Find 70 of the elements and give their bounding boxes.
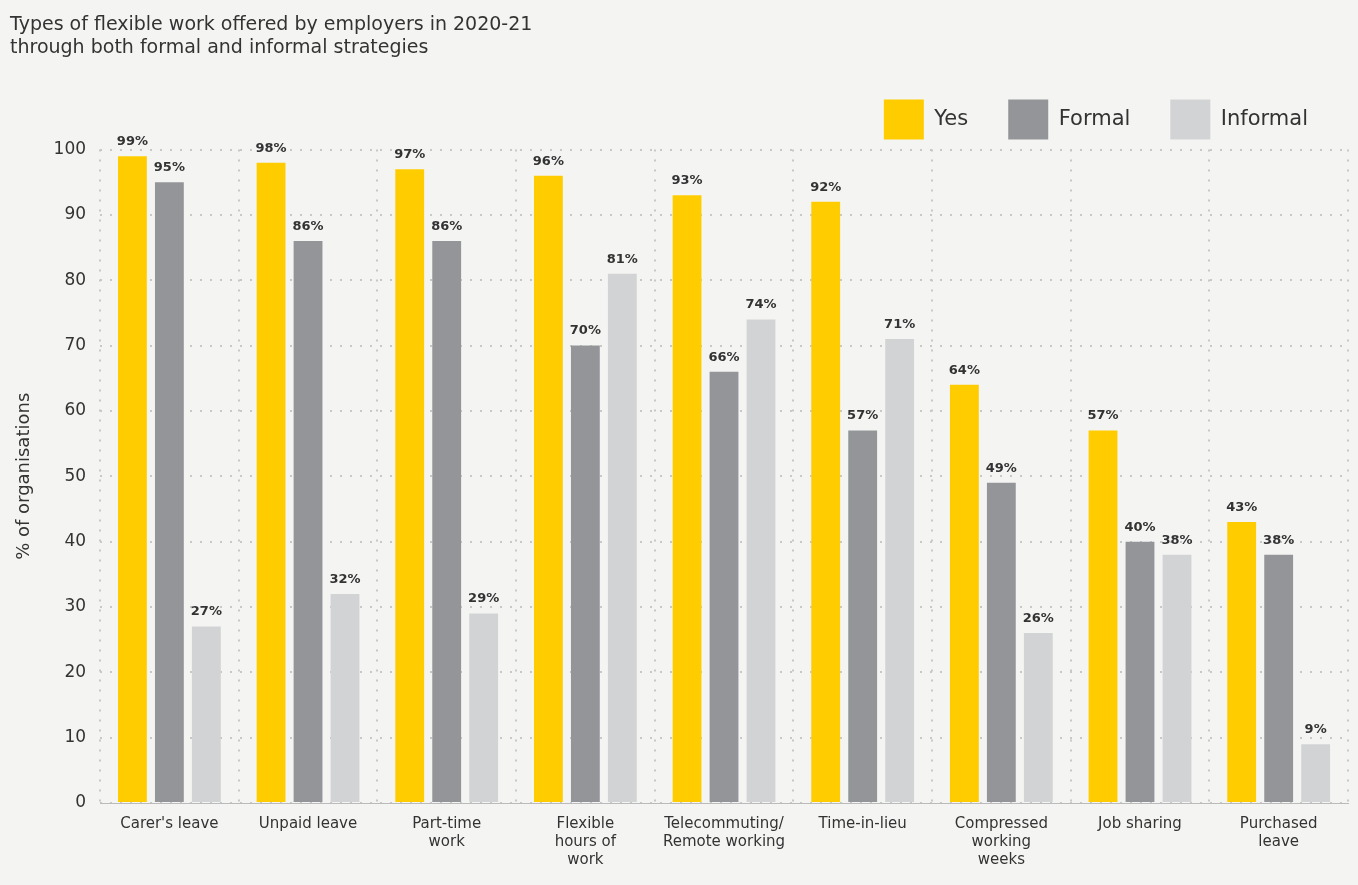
bar (570, 345, 600, 802)
x-tick-label: Unpaid leave (258, 813, 358, 832)
bar (709, 371, 739, 802)
data-label: 57% (1087, 407, 1119, 423)
data-label: 57% (847, 407, 879, 423)
y-tick-label: 100 (53, 138, 87, 159)
bar (293, 241, 323, 802)
data-label: 98% (255, 139, 287, 155)
x-tick-label: Job sharing (1097, 813, 1182, 832)
bar (154, 182, 184, 802)
data-label: 43% (1226, 498, 1258, 514)
bar (1088, 430, 1118, 802)
y-tick-label: 20 (64, 660, 87, 681)
data-label: 74% (745, 296, 777, 312)
x-tick-label: Carer's leave (120, 813, 219, 832)
data-label: 70% (569, 322, 601, 338)
bar (533, 175, 563, 802)
bar (256, 162, 286, 802)
data-label: 97% (394, 146, 426, 162)
y-tick-label: 10 (64, 726, 87, 747)
x-tick-label: Purchased leave (1239, 813, 1318, 850)
y-tick-label: 90 (64, 203, 87, 224)
y-tick-label: 30 (64, 595, 87, 616)
data-label: 9% (1304, 721, 1327, 737)
y-axis-title: % of organisations (12, 392, 34, 560)
data-label: 38% (1263, 531, 1295, 547)
data-label: 95% (153, 159, 185, 175)
bar (117, 156, 147, 802)
bar (1125, 541, 1155, 802)
data-label: 96% (532, 152, 564, 168)
data-label: 38% (1161, 531, 1193, 547)
bar (432, 241, 462, 802)
x-tick-label: Flexible hours of work (554, 813, 617, 868)
bar (811, 201, 841, 802)
bar (395, 169, 425, 802)
bar (848, 430, 878, 802)
legend-label: Formal (1058, 106, 1131, 131)
bar (949, 384, 979, 802)
data-label: 92% (810, 178, 842, 194)
data-label: 66% (708, 348, 740, 364)
legend-label: Informal (1220, 106, 1308, 131)
x-tick-label: Time-in-lieu (817, 813, 907, 832)
data-label: 71% (884, 315, 916, 331)
data-label: 64% (948, 361, 980, 377)
data-label: 93% (671, 172, 703, 188)
y-tick-label: 80 (64, 268, 87, 289)
x-tick-label: Telecommuting/ Remote working (662, 813, 786, 850)
y-tick-label: 50 (64, 464, 87, 485)
bar (1264, 554, 1294, 802)
bar (672, 195, 702, 802)
y-tick-label: 70 (64, 334, 87, 355)
data-label: 99% (116, 133, 148, 149)
data-label: 86% (292, 217, 324, 233)
data-label: 29% (468, 590, 500, 606)
y-tick-label: 0 (75, 791, 87, 812)
x-tick-label: Compressed working weeks (954, 813, 1048, 868)
data-label: 49% (985, 459, 1017, 475)
x-tick-label: Part-time work (412, 813, 482, 850)
chart-title: Types of flexible work offered by employers in 2020-21 through both formal and informal strategies (9, 12, 533, 58)
legend-label: Yes (933, 106, 969, 131)
bar (986, 482, 1016, 802)
bar (1227, 522, 1257, 802)
data-label: 26% (1022, 609, 1054, 625)
y-tick-label: 60 (64, 399, 87, 420)
y-tick-label: 40 (64, 530, 87, 551)
data-label: 27% (190, 603, 222, 619)
data-label: 81% (606, 250, 638, 266)
data-label: 86% (431, 217, 463, 233)
data-label: 40% (1124, 518, 1156, 534)
data-label: 32% (329, 570, 361, 586)
